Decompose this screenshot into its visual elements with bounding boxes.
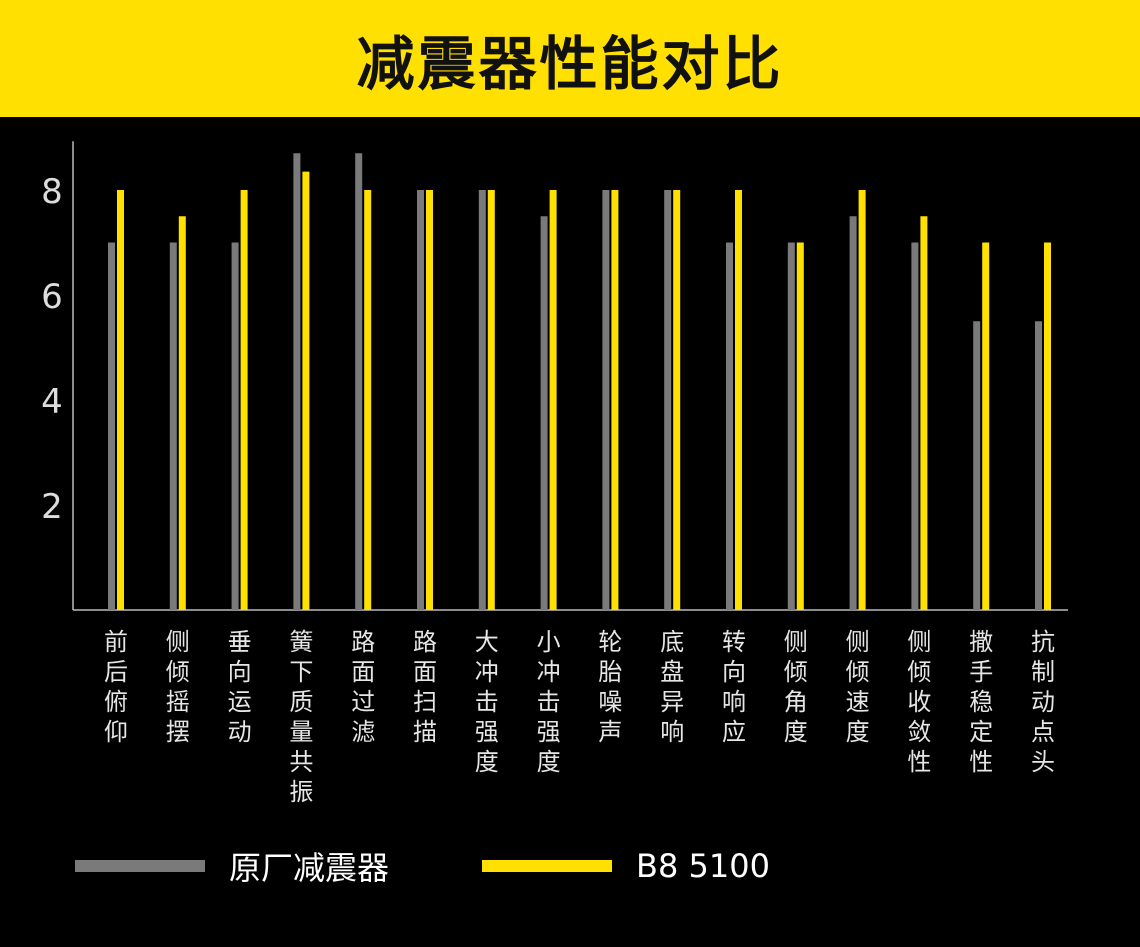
bar-b8: [982, 242, 990, 610]
bar-original: [478, 190, 486, 610]
x-category-label: 小冲击强度: [537, 628, 561, 776]
bar-original: [169, 242, 177, 610]
bar-b8: [858, 190, 866, 610]
bar-b8: [117, 190, 124, 610]
x-category-label: 垂向运动: [228, 628, 252, 746]
legend-swatch-original: [75, 860, 205, 872]
bar-original: [231, 242, 239, 610]
y-tick-label: 8: [41, 172, 63, 212]
legend-label-original: 原厂减震器: [229, 849, 390, 887]
bar-b8: [302, 171, 310, 610]
bar-b8: [549, 190, 557, 610]
bar-b8: [240, 190, 248, 610]
x-category-label: 前后俯仰: [104, 628, 128, 746]
y-tick-label: 2: [41, 487, 63, 527]
chart-title: 减震器性能对比: [356, 29, 784, 98]
legend-item-original: 原厂减震器: [75, 838, 389, 894]
bar-original: [417, 190, 424, 610]
legend: 原厂减震器 B8 5100: [0, 838, 1140, 894]
bar-original: [664, 190, 672, 610]
bar-original: [355, 153, 363, 610]
x-category-label: 侧倾摇摆: [166, 628, 190, 746]
bar-original: [1035, 321, 1042, 610]
x-category-label: 大冲击强度: [475, 628, 499, 776]
bar-original: [602, 190, 610, 610]
x-category-label: 侧倾收敛性: [907, 628, 931, 776]
y-tick-label: 6: [41, 277, 63, 317]
bar-original: [849, 216, 857, 610]
x-category-label: 转向响应: [722, 628, 746, 746]
x-category-label: 路面过滤: [351, 628, 375, 746]
bar-original: [911, 242, 919, 610]
bar-b8: [364, 190, 372, 610]
x-category-label: 路面扫描: [413, 628, 437, 746]
y-tick-label: 4: [41, 382, 63, 422]
bar-b8: [426, 190, 433, 610]
bar-b8: [673, 190, 681, 610]
bar-original: [540, 216, 548, 610]
bar-b8: [920, 216, 928, 610]
legend-item-b8: B8 5100: [482, 838, 770, 894]
x-category-label: 抗制动点头: [1031, 628, 1055, 776]
bar-original: [787, 242, 795, 610]
bar-original: [973, 321, 981, 610]
bar-b8: [796, 242, 804, 610]
x-category-label: 侧倾速度: [846, 628, 870, 746]
bar-b8: [178, 216, 186, 610]
x-category-label: 底盘异响: [660, 628, 684, 746]
bar-b8: [611, 190, 619, 610]
legend-label-b8: B8 5100: [636, 847, 770, 885]
x-category-label: 侧倾角度: [784, 628, 808, 746]
bar-chart: 2 4 6 8 前后俯仰 侧倾摇摆 垂向运动 簧下质量共振 路面过滤 路面扫描 大冲击强度 小冲击强度…: [41, 141, 1068, 806]
bar-original: [726, 242, 733, 610]
bar-b8: [487, 190, 495, 610]
legend-swatch-b8: [482, 860, 612, 872]
bar-b8: [735, 190, 742, 610]
bar-b8: [1044, 242, 1051, 610]
bar-original: [293, 153, 301, 610]
x-category-label: 轮胎噪声: [598, 628, 622, 746]
x-category-label: 簧下质量共振: [289, 628, 313, 806]
title-banner: 减震器性能对比: [0, 0, 1140, 117]
x-category-label: 撒手稳定性: [969, 628, 993, 776]
bar-original: [108, 242, 115, 610]
